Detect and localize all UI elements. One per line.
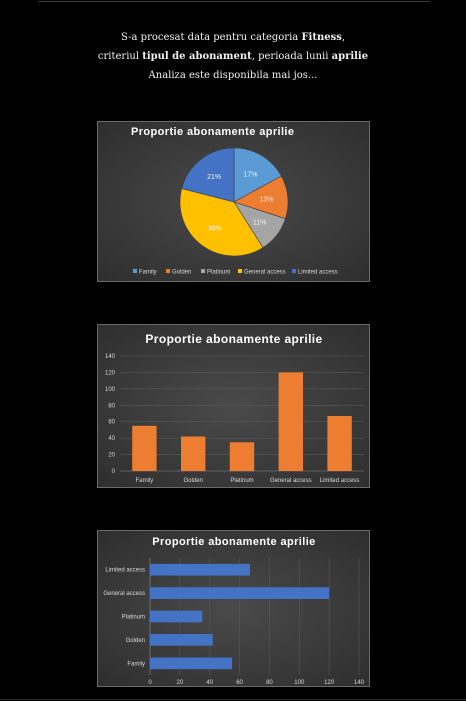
pie-legend-label-golden: Golden [172,270,191,276]
intro-line-1-suffix: , [341,32,346,43]
bar-platinum [150,610,203,623]
pie-chart: Proportie abonamente aprilie 17% 13% 11% 38%… [97,121,370,282]
column-y-tick-140: 140 [105,354,116,360]
intro-line-1: S-a procesat data pentru categoria Fitne… [0,28,466,47]
intro-line-3: Analiza este disponibila mai jos... [148,70,318,81]
pie-data-label-family: 17% [243,172,257,179]
pie-legend-swatch-limited-access [292,269,296,273]
intro-line-2: criteriul tipul de abonament, perioada l… [0,47,466,66]
column-y-tick-60: 60 [108,420,115,426]
pie-data-label-golden: 13% [259,197,273,204]
bar-y-tick-limited-access: Limited access [105,568,145,574]
column-x-tick-family: Family [136,478,154,484]
pie-data-label-general-access: 38% [208,226,222,233]
column-y-tick-100: 100 [105,387,116,393]
column-bar-family [132,425,157,471]
pie-slice-family [233,147,282,203]
pie-legend-label-general-access: General access [244,270,286,276]
pie-data-label-platinum: 11% [253,219,267,226]
pie-legend-swatch-golden [166,269,170,273]
bar-x-tick-0: 0 [148,680,152,686]
intro-period: aprilie [331,51,369,62]
intro-text: S-a procesat data pentru categoria Fitne… [0,28,466,85]
pie-legend-swatch-family [133,269,137,273]
bar-x-tick-80: 80 [266,680,273,686]
bar-x-tick-100: 100 [294,680,305,686]
bar-y-tick-golden: Golden [126,638,145,644]
bar-general-access [150,587,330,599]
pie-legend-swatch-platinum [201,269,205,273]
intro-criterion: tipul de abonament [142,51,252,62]
column-bar-general-access [278,372,303,471]
column-x-tick-platinum: Platinum [230,478,253,484]
pie-slice-general-access [179,188,264,257]
bar-x-tick-120: 120 [324,680,335,686]
column-chart: Proportie abonamente aprilie 0 20 40 60 80 100… [97,324,370,488]
pie-legend-swatch-general-access [238,269,242,273]
intro-line-1-prefix: S-a procesat data pentru categoria [120,32,302,43]
column-bar-golden [181,436,206,471]
intro-line-2-middle: , perioada lunii [251,51,332,62]
bar-x-tick-140: 140 [354,680,365,686]
column-y-tick-0: 0 [112,469,116,475]
bar-x-tick-20: 20 [177,680,184,686]
pie-chart-svg: Proportie abonamente aprilie 17% 13% 11% 38%… [131,126,338,276]
horizontal-bar-chart: Proportie abonamente aprilie 0 20 40 60 80 100… [97,530,370,687]
bar-y-tick-family: Family [127,661,145,667]
bar-y-tick-platinum: Platinum [122,615,145,621]
pie-legend-label-platinum: Platinum [207,270,230,276]
column-chart-svg: Proportie abonamente aprilie 0 20 40 60 80 100… [105,332,364,484]
intro-line-2-prefix: criteriul [97,51,143,62]
pie-slice-limited-access [181,147,235,203]
bar-x-tick-40: 40 [206,680,213,686]
bar-golden [150,634,213,646]
column-y-tick-120: 120 [105,370,116,376]
column-bar-limited-access [327,416,352,471]
column-x-tick-golden: Golden [184,478,203,484]
column-x-tick-general-access: General access [270,478,312,484]
pie-legend-label-family: Family [139,270,157,276]
bar-y-tick-general-access: General access [103,591,145,597]
intro-category: Fitness [301,32,342,43]
horizontal-bar-chart-svg: Proportie abonamente aprilie 0 20 40 60 80 100… [103,536,365,686]
pie-chart-title: Proportie abonamente aprilie [131,126,294,138]
column-bar-platinum [229,442,255,472]
top-divider [38,1,430,2]
column-x-tick-limited-access: Limited access [320,478,360,484]
column-y-tick-40: 40 [108,436,115,442]
pie-legend-label-limited-access: Limited access [298,270,338,276]
bar-limited-access [150,563,250,576]
bar-family [150,657,233,670]
column-chart-title: Proportie abonamente aprilie [145,332,322,346]
bar-x-tick-60: 60 [236,680,243,686]
column-y-tick-20: 20 [108,453,115,459]
bar-chart-title: Proportie abonamente aprilie [152,536,315,548]
pie-data-label-limited-access: 21% [207,174,221,181]
bottom-divider [0,699,466,700]
column-y-tick-80: 80 [108,403,115,409]
